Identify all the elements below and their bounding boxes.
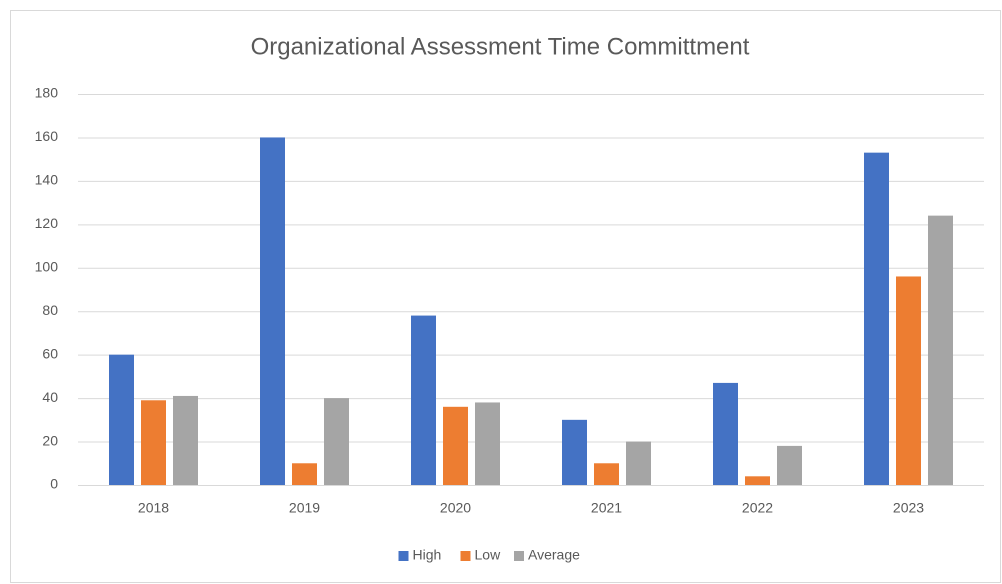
bar [411, 315, 436, 485]
chart-title: Organizational Assessment Time Committme… [251, 33, 750, 60]
bar [260, 137, 285, 485]
bar [745, 476, 770, 485]
legend-swatch [460, 551, 471, 561]
x-tick-label: 2019 [289, 500, 320, 516]
bar [864, 152, 889, 485]
legend-swatch [398, 551, 409, 561]
y-tick-label: 100 [35, 258, 59, 274]
y-tick-label: 60 [42, 345, 58, 361]
x-tick-label: 2022 [742, 500, 773, 516]
x-tick-label: 2021 [591, 500, 622, 516]
chart-border [10, 10, 1001, 583]
y-tick-label: 180 [35, 85, 59, 101]
bar [594, 463, 619, 485]
bar [141, 400, 166, 485]
bar [109, 354, 134, 485]
bar [928, 215, 953, 485]
bar [626, 441, 651, 485]
legend-swatch [514, 551, 524, 561]
x-tick-label: 2018 [138, 500, 169, 516]
y-tick-label: 80 [42, 302, 58, 318]
y-tick-label: 120 [35, 215, 59, 231]
legend-label: Average [528, 547, 580, 563]
bar [896, 276, 921, 485]
legend-label: Low [475, 547, 502, 563]
bar [777, 445, 802, 485]
y-tick-label: 140 [35, 172, 59, 188]
y-tick-label: 20 [42, 432, 58, 448]
y-tick-label: 160 [35, 128, 59, 144]
bar [475, 402, 500, 485]
bar [562, 419, 587, 485]
y-tick-label: 40 [42, 389, 58, 405]
x-tick-label: 2023 [893, 500, 924, 516]
bar [324, 398, 349, 485]
bar [443, 406, 468, 485]
bar [173, 395, 198, 485]
legend-label: High [413, 547, 442, 563]
x-tick-label: 2020 [440, 500, 471, 516]
bar [713, 382, 738, 485]
y-tick-label: 0 [50, 476, 58, 492]
bar [292, 463, 317, 485]
